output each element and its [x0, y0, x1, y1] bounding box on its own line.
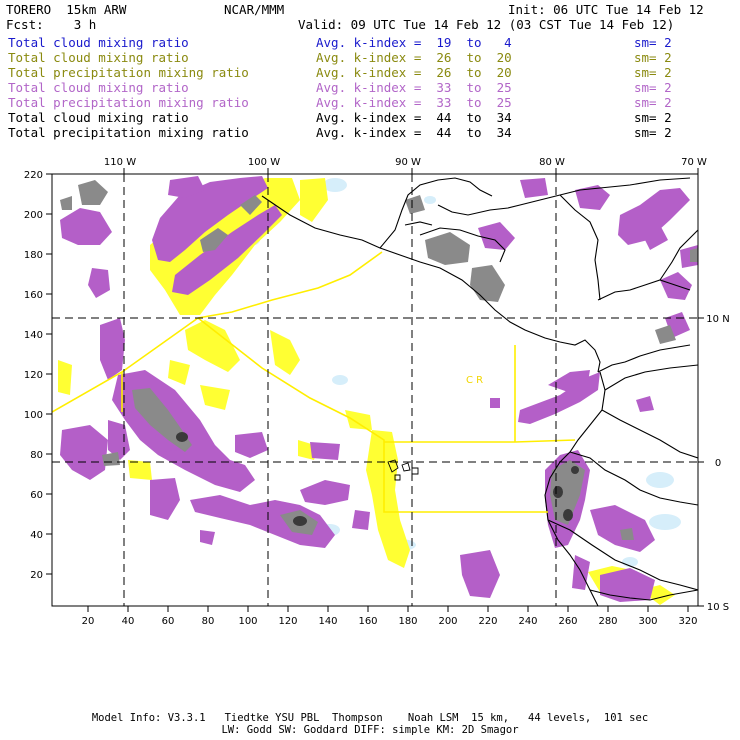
- grid-row-label: 220: [24, 170, 43, 181]
- grid-row-label: 80: [30, 450, 43, 461]
- organization-label: NCAR/MMM: [224, 2, 285, 17]
- grid-col-label: 120: [278, 616, 297, 627]
- maritime-boundaries: [52, 251, 576, 513]
- init-time: Init: 06 UTC Tue 14 Feb 12: [508, 2, 704, 17]
- grid-col-label: 140: [318, 616, 337, 627]
- latitude-label: 0: [715, 458, 721, 469]
- legend-k-index: Avg. k-index = 33 to 25: [316, 80, 512, 95]
- legend-k-index: Avg. k-index = 26 to 20: [316, 65, 512, 80]
- latitude-label: 10 N: [706, 314, 729, 325]
- grid-col-label: 320: [678, 616, 697, 627]
- grid-col-label: 100: [238, 616, 257, 627]
- grid-col-label: 300: [638, 616, 657, 627]
- grid-col-label: 200: [438, 616, 457, 627]
- model-title: TORERO 15km ARW: [6, 2, 127, 17]
- legend-k-index: Avg. k-index = 19 to 4: [316, 35, 512, 50]
- country-label-cr: C R: [466, 375, 483, 386]
- cloud-ratio-dark: [176, 432, 579, 526]
- latitude-label: 10 S: [707, 602, 729, 613]
- legend-field: Total cloud mixing ratio: [8, 50, 189, 65]
- longitude-label: 90 W: [395, 157, 421, 168]
- legend-field: Total precipitation mixing ratio: [8, 65, 249, 80]
- legend-smoothing: sm= 2: [634, 35, 672, 50]
- longitude-label: 70 W: [681, 157, 707, 168]
- legend-k-index: Avg. k-index = 44 to 34: [316, 125, 512, 140]
- grid-col-label: 60: [162, 616, 175, 627]
- graticule: [52, 174, 698, 606]
- legend-smoothing: sm= 2: [634, 50, 672, 65]
- grid-row-label: 160: [24, 290, 43, 301]
- legend-smoothing: sm= 2: [634, 110, 672, 125]
- grid-row-label: 180: [24, 250, 43, 261]
- legend-smoothing: sm= 2: [634, 80, 672, 95]
- grid-col-label: 80: [202, 616, 215, 627]
- grid-row-label: 40: [30, 530, 43, 541]
- grid-col-label: 180: [398, 616, 417, 627]
- legend-smoothing: sm= 2: [634, 95, 672, 110]
- longitude-label: 80 W: [539, 157, 565, 168]
- valid-time: Valid: 09 UTC Tue 14 Feb 12 (03 CST Tue …: [298, 17, 675, 32]
- islands: [387, 459, 419, 481]
- grid-row-label: 60: [30, 490, 43, 501]
- legend-k-index: Avg. k-index = 33 to 25: [316, 95, 512, 110]
- grid-col-label: 280: [598, 616, 617, 627]
- grid-col-label: 240: [518, 616, 537, 627]
- grid-col-label: 160: [358, 616, 377, 627]
- longitude-label: 110 W: [104, 157, 136, 168]
- grid-row-label: 200: [24, 210, 43, 221]
- grid-col-label: 20: [82, 616, 95, 627]
- grid-row-label: 100: [24, 410, 43, 421]
- legend-field: Total precipitation mixing ratio: [8, 125, 249, 140]
- grid-row-label: 140: [24, 330, 43, 341]
- legend-field: Total cloud mixing ratio: [8, 35, 189, 50]
- axis-ticks: [46, 168, 704, 612]
- axis-labels: 110 W 100 W 90 W 80 W 70 W 10 N 0 10 S 220 200 180…: [24, 157, 730, 627]
- grid-col-label: 40: [122, 616, 135, 627]
- footer-model-info: Model Info: V3.3.1 Tiedtke YSU PBL Thomp…: [91, 712, 649, 724]
- longitude-label: 100 W: [248, 157, 280, 168]
- forecast-hour: Fcst: 3 h: [6, 17, 97, 32]
- grid-row-label: 20: [30, 570, 43, 581]
- legend-smoothing: sm= 2: [634, 125, 672, 140]
- legend-field: Total cloud mixing ratio: [8, 80, 189, 95]
- map-frame: [51, 173, 699, 607]
- grid-col-label: 260: [558, 616, 577, 627]
- legend-smoothing: sm= 2: [634, 65, 672, 80]
- cloud-ratio-purple: [60, 176, 698, 602]
- footer-physics-info: LW: Godd SW: Goddard DIFF: simple KM: 2D…: [221, 724, 519, 736]
- grid-col-label: 220: [478, 616, 497, 627]
- legend-k-index: Avg. k-index = 44 to 34: [316, 110, 512, 125]
- legend-field: Total cloud mixing ratio: [8, 110, 189, 125]
- legend-k-index: Avg. k-index = 26 to 20: [316, 50, 512, 65]
- grid-row-label: 120: [24, 370, 43, 381]
- legend-field: Total precipitation mixing ratio: [8, 95, 249, 110]
- coastlines: [261, 177, 698, 606]
